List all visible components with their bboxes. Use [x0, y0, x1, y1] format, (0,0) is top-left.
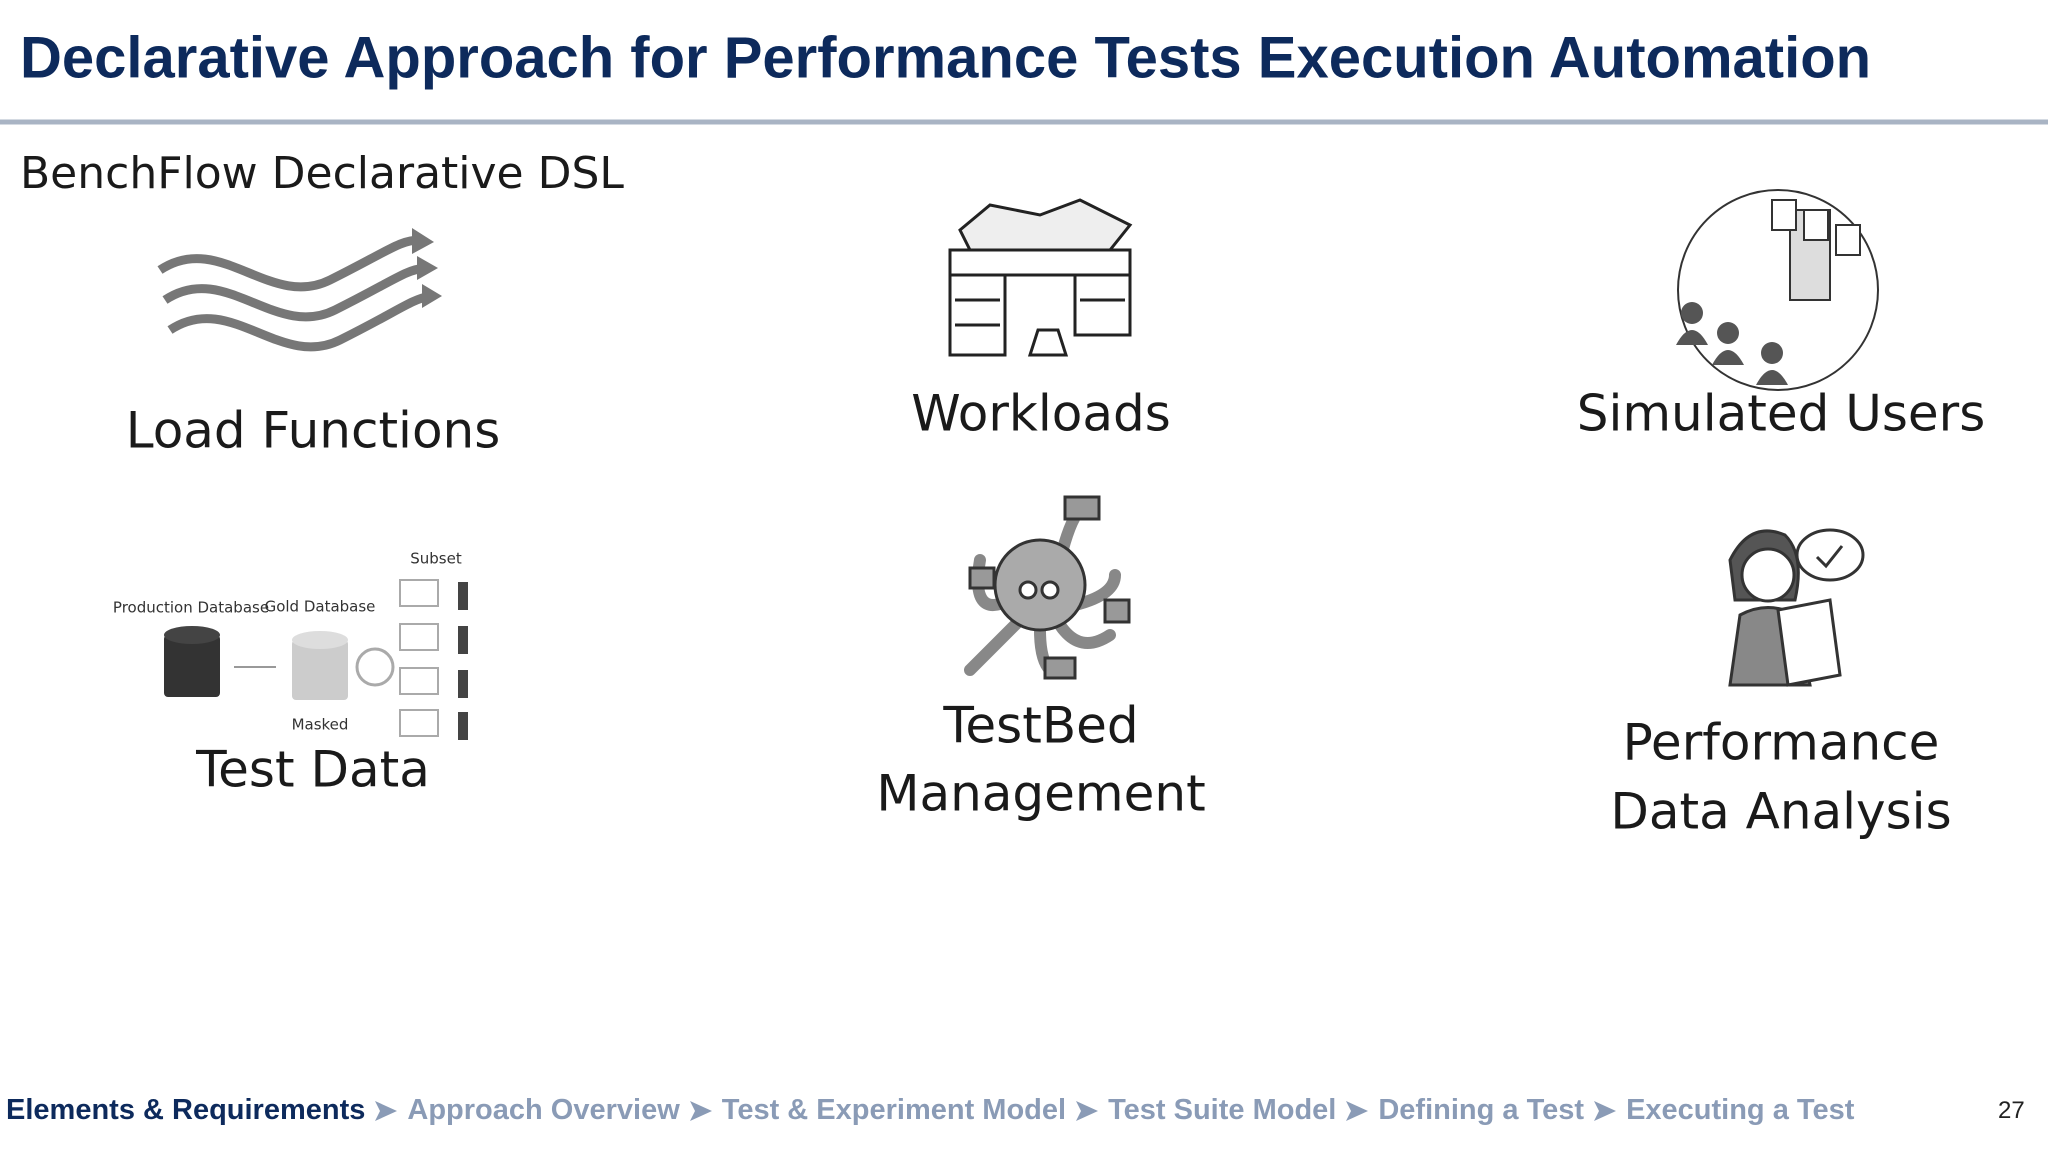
- diagram-label: Masked: [292, 716, 349, 734]
- users-icon: [1676, 189, 1879, 391]
- breadcrumb-item: Defining a Test: [1378, 1094, 1585, 1126]
- item-label: Performance: [1623, 714, 1940, 772]
- breadcrumb-item: Executing a Test: [1626, 1094, 1855, 1126]
- octopus-icon: [964, 495, 1131, 680]
- breadcrumb-item: Approach Overview: [407, 1094, 680, 1126]
- item-label: Simulated Users: [1577, 385, 1986, 443]
- separator: [1594, 1100, 1617, 1121]
- separator: [689, 1100, 712, 1121]
- item-label: TestBed: [942, 697, 1138, 755]
- arrowheads: [412, 228, 442, 308]
- diagram-label: Subset: [410, 550, 462, 568]
- separator: [375, 1100, 398, 1121]
- page-number: 27: [1998, 1097, 2025, 1124]
- separator: [1076, 1100, 1099, 1121]
- item-label: Test Data: [195, 741, 430, 799]
- diagram-label: Production Database: [113, 599, 269, 617]
- waves-icon: [157, 235, 431, 352]
- separator: [1346, 1100, 1369, 1121]
- breadcrumb-item: Elements & Requirements: [6, 1094, 366, 1126]
- diagram-label: Gold Database: [265, 598, 376, 616]
- analyst-icon: [1728, 528, 1865, 687]
- db-diagram: [164, 579, 468, 740]
- breadcrumb: Elements & Requirements Approach Overview…: [6, 1094, 1854, 1127]
- item-label: Workloads: [911, 385, 1171, 443]
- title: Declarative Approach for Performance Tes…: [20, 25, 1871, 90]
- breadcrumb-item: Test & Experiment Model: [721, 1094, 1067, 1126]
- item-label: Load Functions: [126, 402, 501, 460]
- breadcrumb-item: Test Suite Model: [1108, 1094, 1337, 1126]
- item-label: Data Analysis: [1610, 783, 1951, 841]
- desk-icon: [948, 198, 1133, 357]
- item-label: Management: [876, 765, 1205, 823]
- subtitle: BenchFlow Declarative DSL: [20, 148, 624, 199]
